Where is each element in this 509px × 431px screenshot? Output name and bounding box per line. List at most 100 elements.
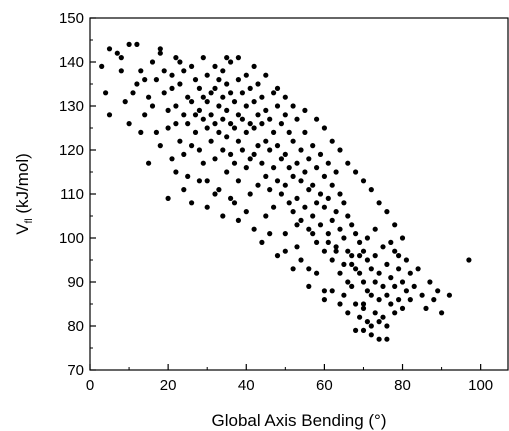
data-point (372, 226, 378, 232)
data-point (134, 41, 140, 48)
data-point (106, 46, 113, 52)
data-point (228, 151, 234, 157)
x-tick-label: 60 (316, 377, 333, 394)
data-point (419, 292, 425, 298)
data-point (333, 209, 339, 215)
data-point (189, 99, 195, 105)
y-tick-label: 100 (59, 230, 84, 247)
data-point (192, 129, 199, 135)
data-point (302, 129, 308, 135)
data-point (200, 94, 206, 100)
x-tick-label: 100 (468, 377, 493, 394)
data-point (317, 222, 324, 228)
data-point (181, 68, 187, 74)
y-tick-label: 70 (67, 362, 84, 379)
data-point (392, 310, 398, 316)
data-point (333, 169, 339, 175)
data-point (364, 288, 370, 294)
data-point (239, 90, 245, 96)
data-point (173, 55, 179, 61)
data-point (286, 165, 292, 171)
data-point (149, 59, 156, 65)
data-point (341, 292, 347, 298)
data-point (267, 231, 273, 237)
data-point (271, 204, 277, 210)
data-point (169, 85, 175, 91)
data-point (282, 112, 288, 118)
x-axis: 0 20 40 60 80 100 (86, 364, 493, 394)
data-point (267, 116, 273, 122)
data-point (239, 116, 245, 122)
data-point (278, 156, 284, 162)
data-point (224, 169, 230, 175)
data-point (185, 173, 191, 179)
data-point (388, 275, 394, 281)
data-point (235, 217, 241, 223)
data-point (345, 279, 351, 285)
data-point (360, 305, 367, 311)
y-axis-label: Vfl (kJ/mol) (13, 153, 35, 235)
data-point (282, 151, 288, 157)
data-point (228, 121, 234, 127)
data-point (349, 222, 355, 228)
data-point (142, 112, 148, 118)
data-point (302, 107, 308, 113)
data-point (228, 59, 234, 65)
data-point (298, 178, 304, 184)
data-point (372, 253, 378, 259)
data-point (118, 68, 124, 74)
data-point (231, 125, 238, 131)
data-point (247, 85, 253, 91)
data-point (294, 222, 300, 228)
data-point (263, 173, 269, 179)
data-point (146, 94, 152, 100)
data-point (114, 50, 120, 56)
data-point (126, 121, 132, 127)
data-point (216, 103, 222, 109)
data-point (235, 77, 241, 83)
data-point (399, 279, 406, 285)
data-point (357, 270, 363, 276)
data-point (259, 160, 265, 166)
data-point (290, 266, 296, 272)
y-tick-label: 130 (59, 98, 84, 115)
data-point (239, 147, 245, 153)
data-point (337, 191, 343, 197)
data-point (251, 226, 257, 232)
data-point (243, 103, 249, 109)
data-point (169, 72, 175, 78)
data-point (122, 99, 128, 105)
data-point (161, 90, 167, 96)
data-point (341, 235, 347, 241)
data-point (314, 239, 320, 245)
data-point (165, 125, 171, 131)
data-point (157, 46, 163, 52)
data-point (364, 257, 370, 263)
data-point (392, 222, 398, 228)
data-point (298, 257, 304, 263)
data-point (274, 85, 281, 91)
data-point (337, 301, 343, 307)
data-point (189, 143, 195, 149)
data-point (130, 90, 136, 96)
data-point (349, 283, 355, 289)
data-point (220, 68, 226, 74)
data-point (337, 270, 343, 276)
data-point (396, 297, 402, 303)
data-point (274, 253, 281, 259)
data-point (329, 217, 335, 223)
data-point (251, 99, 257, 105)
data-point (196, 85, 202, 91)
data-point (384, 209, 390, 215)
data-point (353, 231, 359, 237)
x-tick-label: 20 (160, 377, 177, 394)
data-point (255, 81, 261, 87)
data-point (384, 292, 390, 298)
data-point (208, 90, 214, 96)
y-tick-label: 120 (59, 142, 84, 159)
data-point (325, 195, 331, 201)
data-point (185, 121, 191, 127)
data-point (329, 288, 335, 294)
data-point (376, 319, 382, 325)
